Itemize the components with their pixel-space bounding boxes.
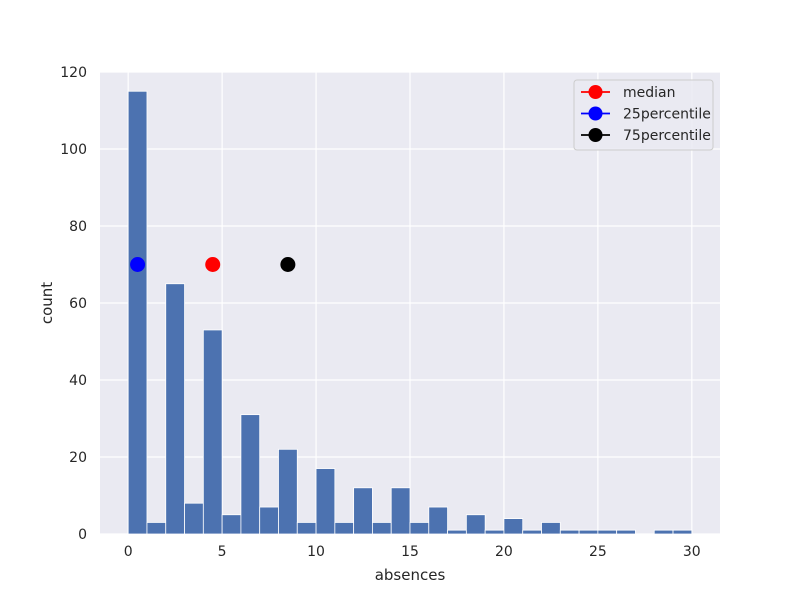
legend-entry-75percentile: 75percentile bbox=[581, 128, 711, 144]
histogram-bar bbox=[390, 487, 411, 535]
legend-label: median bbox=[623, 85, 675, 101]
y-tick-label: 100 bbox=[60, 142, 87, 158]
x-tick-label: 30 bbox=[683, 544, 701, 560]
histogram-bar bbox=[616, 529, 636, 535]
legend-label: 25percentile bbox=[623, 107, 711, 123]
histogram-bar bbox=[334, 522, 355, 535]
histogram-bar bbox=[296, 522, 317, 535]
marker-75percentile bbox=[280, 257, 296, 272]
x-tick-label: 10 bbox=[307, 544, 325, 560]
histogram-bar bbox=[146, 522, 167, 535]
y-axis-label: count bbox=[38, 282, 56, 324]
histogram-bar bbox=[165, 283, 185, 535]
legend-marker bbox=[588, 128, 603, 142]
legend-marker bbox=[588, 85, 603, 99]
histogram-bar bbox=[409, 522, 430, 535]
y-tick-label: 20 bbox=[69, 450, 87, 466]
legend-entry-median: median bbox=[581, 85, 675, 101]
y-tick-labels: 0 20 40 60 80 100 120 bbox=[60, 65, 87, 543]
marker-25percentile bbox=[130, 257, 146, 272]
histogram-bar bbox=[447, 529, 467, 535]
histogram-bar bbox=[559, 529, 580, 535]
histogram-bar bbox=[202, 329, 223, 535]
histogram-bar bbox=[484, 529, 505, 535]
legend-label: 75percentile bbox=[623, 128, 711, 144]
x-tick-label: 25 bbox=[589, 544, 607, 560]
y-tick-label: 80 bbox=[69, 219, 87, 235]
legend-box bbox=[573, 79, 714, 151]
legend-entry-25percentile: 25percentile bbox=[581, 106, 711, 123]
y-tick-label: 0 bbox=[78, 527, 87, 543]
histogram-bars bbox=[127, 90, 693, 535]
histogram-bar bbox=[315, 468, 336, 535]
histogram-bar bbox=[541, 522, 561, 535]
histogram-bar bbox=[184, 502, 204, 535]
histogram-bar bbox=[353, 487, 373, 535]
y-tick-label: 40 bbox=[69, 373, 87, 389]
histogram-bar bbox=[127, 90, 148, 535]
histogram-bar bbox=[372, 522, 392, 535]
histogram-bar bbox=[428, 506, 448, 535]
histogram-bar bbox=[221, 514, 242, 535]
legend-marker bbox=[588, 106, 603, 121]
y-tick-label: 60 bbox=[69, 296, 87, 312]
x-tick-labels: 0 5 10 15 20 25 30 bbox=[124, 544, 701, 560]
histogram-bar bbox=[465, 514, 486, 535]
histogram-bar bbox=[259, 506, 279, 535]
histogram-bar bbox=[653, 529, 674, 535]
histogram-bar bbox=[278, 448, 298, 535]
legend: median 25percentile 75percentile bbox=[573, 79, 714, 151]
histogram-bar bbox=[672, 529, 693, 535]
x-tick-label: 5 bbox=[218, 544, 227, 560]
x-tick-label: 0 bbox=[124, 544, 133, 560]
y-tick-label: 120 bbox=[60, 65, 87, 81]
histogram-bar bbox=[597, 529, 618, 535]
marker-median bbox=[205, 257, 221, 272]
x-tick-label: 20 bbox=[495, 544, 513, 560]
statistic-markers bbox=[130, 257, 296, 272]
x-tick-label: 15 bbox=[401, 544, 419, 560]
histogram-bar bbox=[522, 529, 542, 535]
histogram-bar bbox=[578, 529, 599, 535]
x-axis-label: absences bbox=[375, 566, 446, 584]
histogram-bar bbox=[503, 518, 524, 535]
histogram-bar bbox=[240, 414, 261, 535]
